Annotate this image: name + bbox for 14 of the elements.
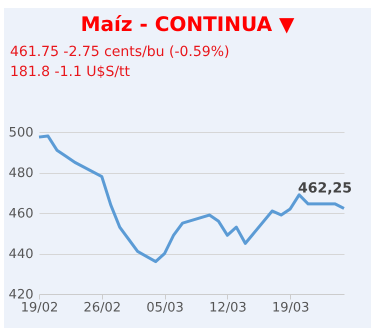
y-tick-label: 500	[8, 126, 34, 140]
text: 181.8 -1.1 U$S/tt	[9, 63, 132, 82]
chart-title: Maíz - CONTINUA ▼	[80, 12, 296, 38]
y-tick-label: 480	[8, 166, 34, 181]
y-tick-label: 460	[8, 206, 34, 222]
y-tick-label: 420	[8, 288, 34, 302]
x-tick-label: 19/02	[20, 300, 58, 316]
x-tick-label: 19/03	[272, 300, 310, 316]
chart-subtitle: 461.75 -2.75 cents/bu (-0.59%)	[9, 43, 230, 62]
y-tick-label: 440	[8, 247, 34, 262]
x-tick-label: 12/03	[209, 300, 247, 316]
x-tick-label: 05/03	[146, 300, 184, 316]
x-tick-label: 26/02	[84, 300, 122, 316]
data-label: 462,25	[298, 180, 352, 196]
